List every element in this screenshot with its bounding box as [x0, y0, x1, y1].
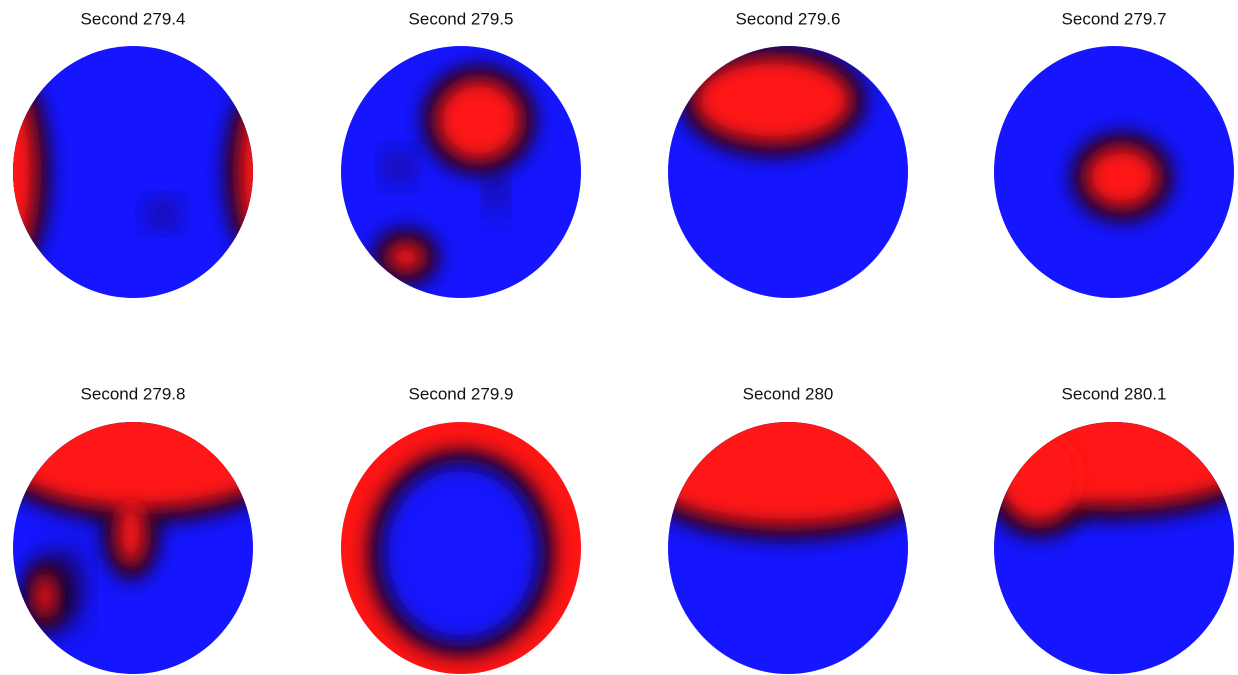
panel: Second 279.7	[994, 9, 1234, 298]
blob	[13, 422, 253, 508]
blob	[239, 97, 253, 247]
topo-map	[668, 422, 908, 674]
topo-map	[13, 46, 253, 298]
blob	[117, 501, 145, 565]
topo-map	[994, 422, 1234, 674]
topo-map	[994, 46, 1234, 298]
topo-map	[341, 46, 581, 298]
topo-map	[13, 422, 253, 674]
panel: Second 280.1	[994, 384, 1234, 674]
blob	[35, 574, 55, 618]
blob	[668, 422, 908, 525]
dark-region	[149, 202, 177, 226]
blob-edge	[223, 81, 253, 263]
blob	[999, 433, 1079, 523]
panel: Second 279.6	[668, 9, 908, 298]
blob	[388, 243, 424, 271]
topo-map	[668, 46, 908, 298]
blob	[994, 422, 1234, 505]
blob	[695, 58, 851, 142]
panel-title: Second 279.7	[1062, 9, 1167, 28]
blob	[1086, 147, 1158, 207]
dark-region	[488, 172, 504, 212]
blob	[437, 80, 521, 160]
panel-title: Second 279.6	[736, 9, 841, 28]
panel: Second 279.4	[13, 9, 253, 298]
blob	[13, 77, 35, 267]
topo-map	[341, 422, 581, 674]
panel-title: Second 279.8	[81, 384, 186, 403]
map-background	[13, 46, 253, 298]
dark-region	[387, 153, 411, 181]
panel-title: Second 280	[743, 384, 834, 403]
panel: Second 279.8	[13, 384, 253, 674]
panel: Second 279.5	[341, 9, 581, 298]
panel: Second 279.9	[341, 384, 581, 674]
panel-title: Second 280.1	[1062, 384, 1167, 403]
panel-title: Second 279.4	[81, 9, 186, 28]
panel-title: Second 279.9	[409, 384, 514, 403]
blob	[383, 465, 539, 641]
panel: Second 280	[668, 384, 908, 674]
panel-title: Second 279.5	[409, 9, 514, 28]
